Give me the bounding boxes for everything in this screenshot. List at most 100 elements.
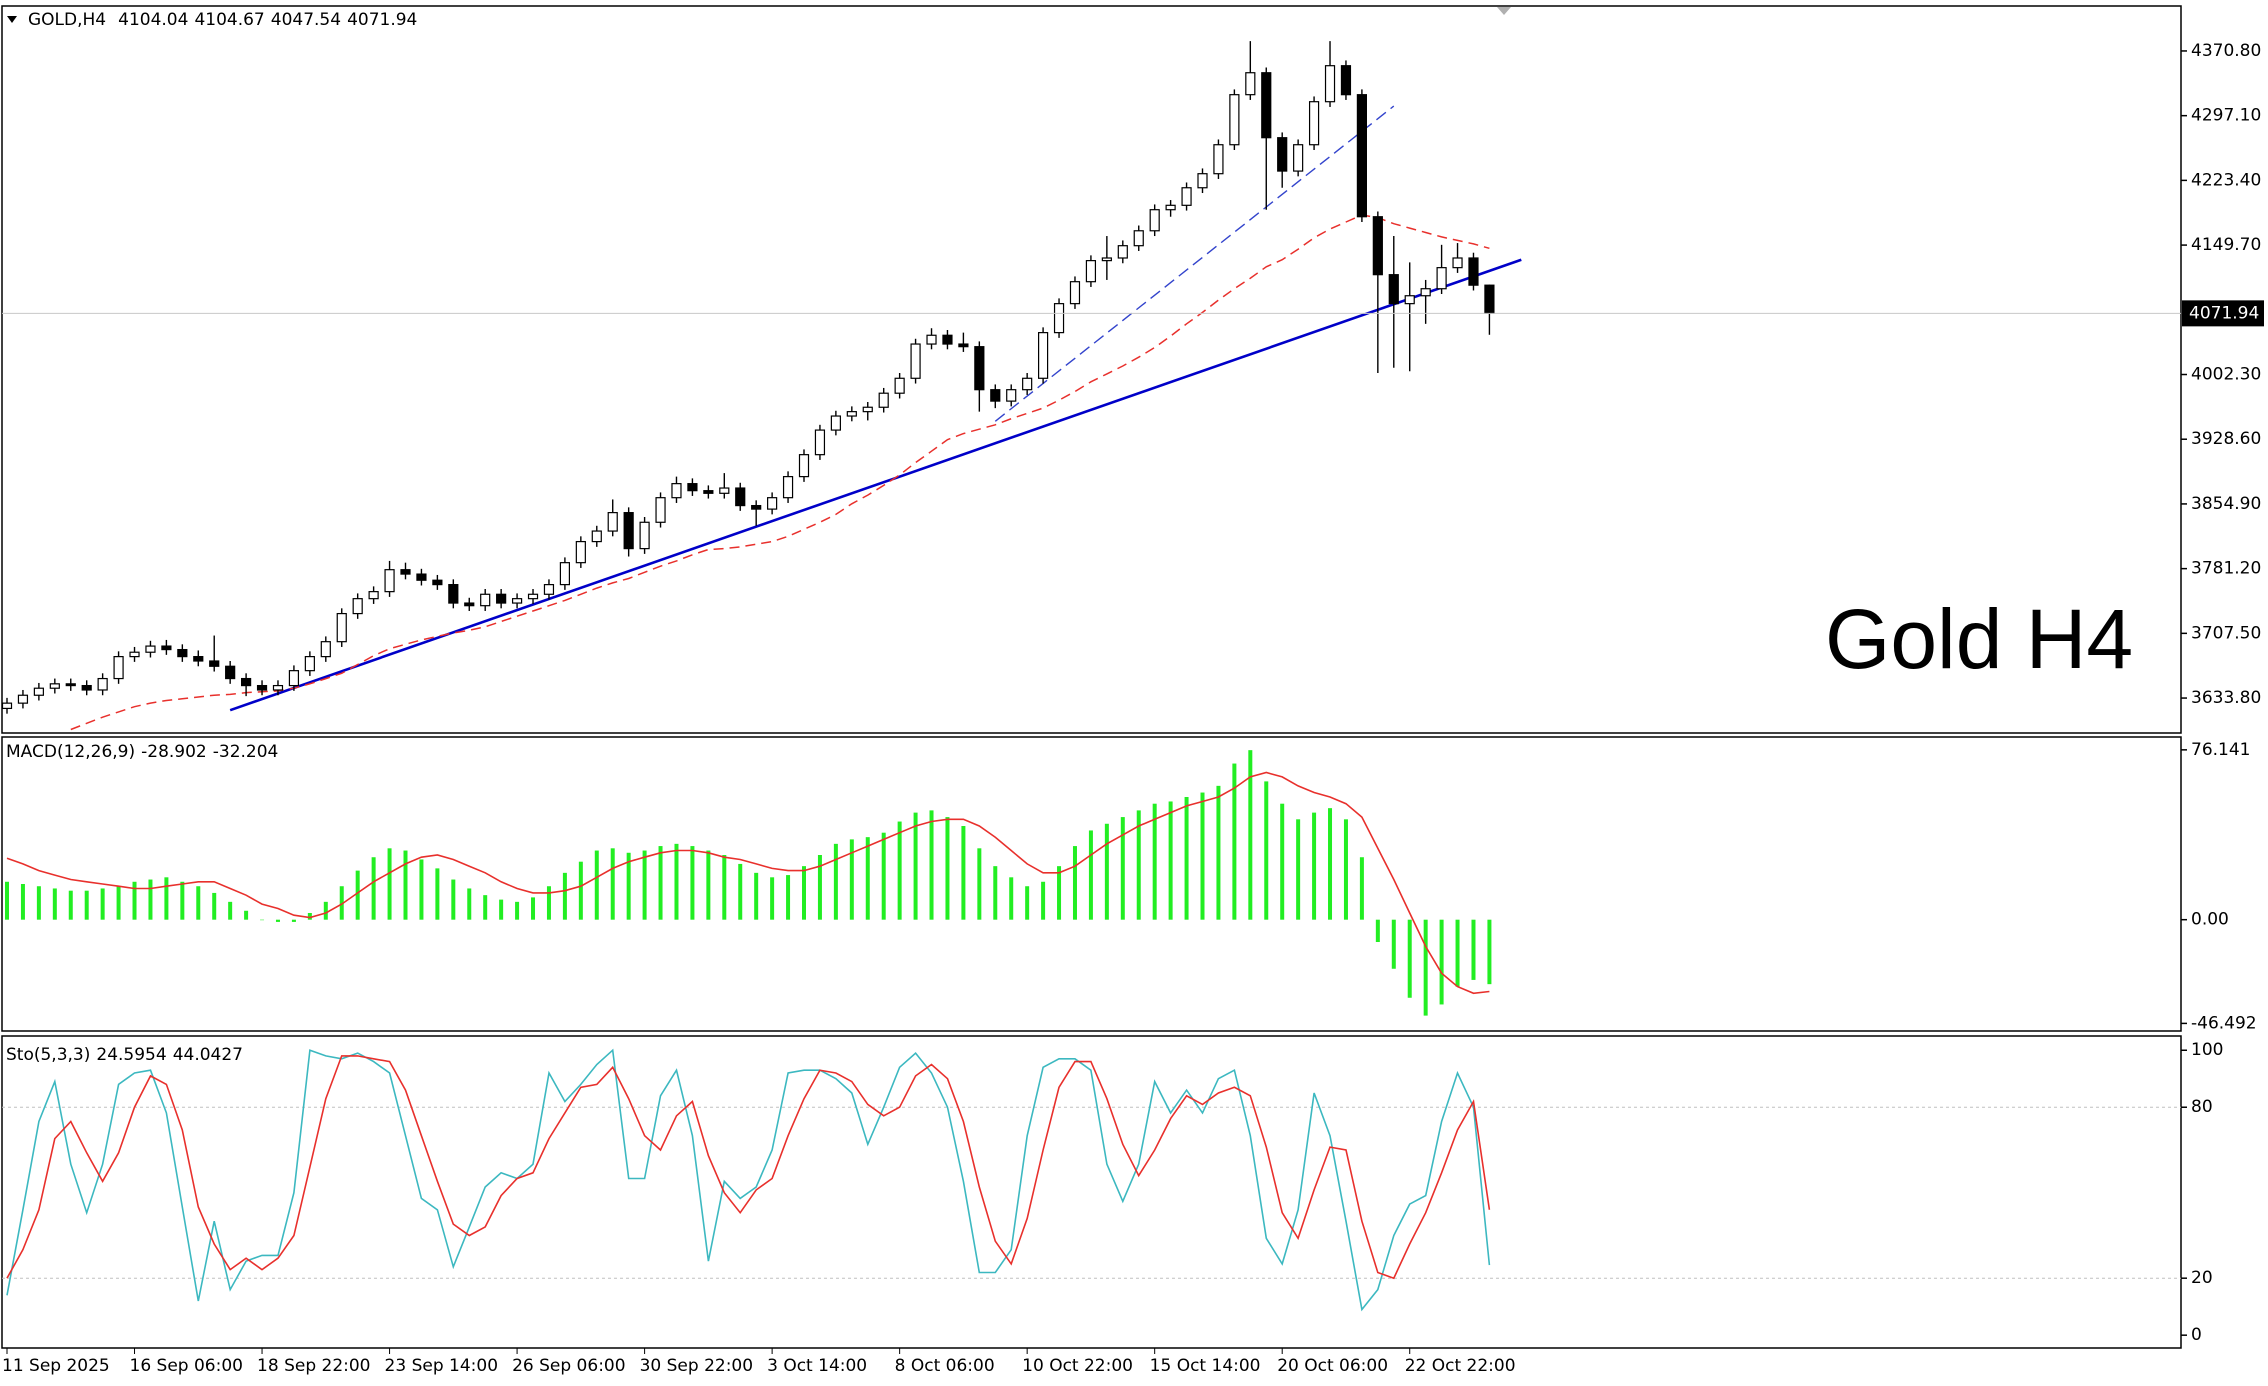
candle-body xyxy=(591,530,602,543)
macd-bar xyxy=(1041,881,1046,920)
shift-marker xyxy=(1497,7,1511,15)
candle-body xyxy=(65,683,76,687)
candle-body xyxy=(1404,295,1415,305)
macd-bar xyxy=(1200,792,1205,920)
macd-bar xyxy=(164,877,169,920)
candle-body xyxy=(575,540,586,564)
candle-body xyxy=(1165,204,1176,211)
x-tick-label: 11 Sep 2025 xyxy=(2,1356,110,1376)
x-tick-label: 20 Oct 06:00 xyxy=(1277,1356,1388,1376)
candle-body xyxy=(1436,267,1447,290)
y-tick-label: 4149.70 xyxy=(2191,235,2261,255)
x-tick-label: 3 Oct 14:00 xyxy=(767,1356,867,1376)
macd-bar xyxy=(307,912,312,920)
macd-last: -28.902 xyxy=(141,742,207,762)
candle-body xyxy=(703,490,714,494)
macd-bar xyxy=(1057,866,1062,920)
macd-bar xyxy=(1296,819,1301,920)
candle-body xyxy=(33,687,44,696)
macd-bar xyxy=(929,810,934,920)
macd-bar xyxy=(228,901,233,920)
y-tick-label: 4223.40 xyxy=(2191,170,2261,190)
candle-body xyxy=(1484,284,1495,314)
y-tick-label: 0 xyxy=(2191,1325,2202,1345)
candle-body xyxy=(129,651,140,658)
macd-bar xyxy=(642,850,647,920)
candle-body xyxy=(910,343,921,379)
macd-bar xyxy=(1009,877,1014,920)
x-tick-label: 30 Sep 22:00 xyxy=(640,1356,753,1376)
stochastic-signal-last: 44.0427 xyxy=(173,1045,243,1065)
candle-body xyxy=(990,389,1001,402)
candle-body xyxy=(177,648,188,658)
y-tick-label: 80 xyxy=(2191,1097,2213,1117)
candle-body xyxy=(623,512,634,550)
macd-bar xyxy=(738,863,743,920)
macd-bar xyxy=(291,919,296,922)
candle-body xyxy=(1006,389,1017,402)
macd-bar xyxy=(1471,919,1476,980)
macd-bar xyxy=(1359,857,1364,920)
last-price-label: 4071.94 xyxy=(2189,303,2259,323)
candle-body xyxy=(607,512,618,532)
candle-body xyxy=(751,504,762,510)
macd-bar xyxy=(658,846,663,920)
macd-bar xyxy=(881,832,886,920)
macd-bar xyxy=(355,870,360,920)
y-tick-label: 3781.20 xyxy=(2191,559,2261,579)
macd-bar xyxy=(435,868,440,920)
macd-bar xyxy=(993,866,998,920)
macd-name: MACD(12,26,9) xyxy=(6,742,135,762)
macd-bar xyxy=(531,897,536,920)
macd-bar xyxy=(116,886,121,920)
candle-body xyxy=(1245,72,1256,96)
macd-bar xyxy=(817,855,822,920)
macd-bar xyxy=(1248,750,1253,920)
macd-bar xyxy=(1168,801,1173,920)
candle-body xyxy=(782,476,794,499)
macd-bar xyxy=(1216,785,1221,920)
candle-body xyxy=(1133,230,1144,247)
candle-body xyxy=(145,645,156,653)
macd-bar xyxy=(706,850,711,920)
x-tick-label: 15 Oct 14:00 xyxy=(1150,1356,1261,1376)
macd-bar xyxy=(802,866,806,920)
price-panel-frame xyxy=(1,5,2182,734)
candle-body xyxy=(256,684,268,691)
macd-bar xyxy=(897,821,902,920)
x-tick-label: 23 Sep 14:00 xyxy=(385,1356,498,1376)
macd-bar xyxy=(1088,830,1093,920)
candle-body xyxy=(1037,332,1049,379)
candle-body xyxy=(942,334,953,345)
macd-bar xyxy=(1104,823,1109,920)
macd-bar xyxy=(1423,919,1428,1016)
candle-body xyxy=(432,579,443,586)
x-tick-label: 8 Oct 06:00 xyxy=(895,1356,995,1376)
macd-bar xyxy=(754,872,759,920)
macd-bar xyxy=(1375,919,1380,942)
candle-body xyxy=(209,660,220,667)
macd-bar xyxy=(84,890,89,920)
candle-body xyxy=(288,670,300,687)
last-price-box xyxy=(2182,300,2264,327)
symbol-menu-icon[interactable] xyxy=(7,16,17,23)
y-tick-label: 3928.60 xyxy=(2191,429,2261,449)
chart-annotation: Gold H4 xyxy=(1825,592,2133,686)
candle-body xyxy=(1022,377,1033,391)
y-tick-label: 3707.50 xyxy=(2191,623,2261,643)
macd-bar xyxy=(546,886,551,920)
stochastic-signal-line xyxy=(6,1055,1491,1280)
candle-body xyxy=(1053,303,1065,334)
candle-body xyxy=(81,684,92,691)
candle-body xyxy=(1293,144,1304,172)
y-tick-label: 4370.80 xyxy=(2191,41,2261,61)
candle-body xyxy=(368,591,379,600)
candle-body xyxy=(304,656,315,672)
macd-bar xyxy=(323,901,328,920)
macd-bar xyxy=(977,848,982,920)
candle-body xyxy=(735,487,746,507)
candle-body xyxy=(1388,274,1399,305)
last-close: 4071.94 xyxy=(347,10,417,30)
